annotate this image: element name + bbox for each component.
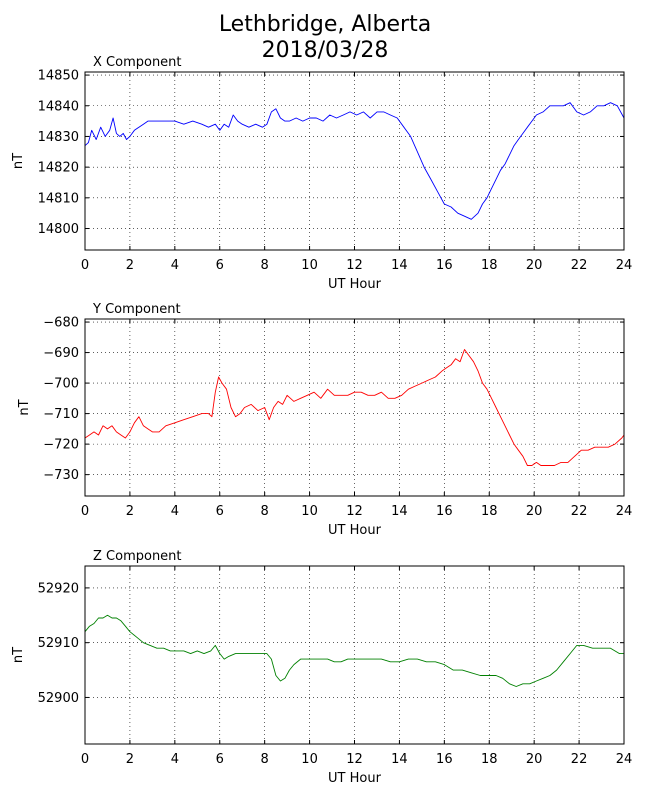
- z-xtick-label: 20: [526, 752, 543, 767]
- z-series-line: [84, 614, 624, 687]
- y-ytick-label: −720: [43, 438, 79, 453]
- z-xtick-label: 14: [391, 752, 408, 767]
- z-ytick-label: 52920: [38, 581, 79, 596]
- y-xtick-label: 24: [616, 504, 633, 519]
- x-component-title: X Component: [93, 55, 182, 70]
- x-ytick-label: 14820: [38, 161, 79, 176]
- x-xtick-label: 14: [391, 258, 408, 273]
- z-xtick-label: 24: [616, 752, 633, 767]
- z-xtick-label: 22: [571, 752, 588, 767]
- y-xtick-label: 2: [126, 504, 134, 519]
- y-ytick-label: −700: [43, 377, 79, 392]
- z-xtick-label: 6: [216, 752, 224, 767]
- x-xtick-label: 16: [436, 258, 453, 273]
- y-ytick-label: −710: [43, 407, 79, 422]
- y-component-title: Y Component: [92, 302, 181, 317]
- x-xtick-label: 4: [171, 258, 179, 273]
- x-xtick-label: 0: [81, 258, 89, 273]
- y-xtick-label: 16: [436, 504, 453, 519]
- x-xaxis-label: UT Hour: [328, 277, 382, 292]
- x-xtick-label: 24: [616, 258, 633, 273]
- z-xaxis-label: UT Hour: [328, 771, 382, 786]
- z-yaxis-label: nT: [11, 647, 26, 663]
- x-yaxis-label: nT: [11, 153, 26, 169]
- x-ytick-label: 14800: [38, 222, 79, 237]
- y-xaxis-label: UT Hour: [328, 523, 382, 538]
- x-xtick-label: 18: [481, 258, 498, 273]
- y-ytick-label: −730: [43, 468, 79, 483]
- x-series-line: [84, 102, 625, 220]
- x-ytick-label: 14830: [38, 130, 79, 145]
- x-xtick-label: 10: [301, 258, 318, 273]
- z-xtick-label: 16: [436, 752, 453, 767]
- y-ytick-label: −690: [43, 346, 79, 361]
- z-component-title: Z Component: [93, 549, 182, 564]
- y-xtick-label: 18: [481, 504, 498, 519]
- x-xtick-label: 8: [261, 258, 269, 273]
- x-xtick-label: 12: [346, 258, 363, 273]
- figure-title-location: Lethbridge, Alberta: [218, 12, 432, 37]
- y-xtick-label: 4: [171, 504, 179, 519]
- z-xtick-label: 2: [126, 752, 134, 767]
- x-ytick-label: 14810: [38, 191, 79, 206]
- z-ytick-label: 52910: [38, 636, 79, 651]
- y-xtick-label: 14: [391, 504, 408, 519]
- figure-title-date: 2018/03/28: [261, 38, 389, 63]
- z-xtick-label: 4: [171, 752, 179, 767]
- y-xtick-label: 8: [261, 504, 269, 519]
- y-xtick-label: 0: [81, 504, 89, 519]
- x-xtick-label: 22: [571, 258, 588, 273]
- x-xtick-label: 2: [126, 258, 134, 273]
- x-ytick-label: 14840: [38, 99, 79, 114]
- y-xtick-label: 20: [526, 504, 543, 519]
- y-xtick-label: 6: [216, 504, 224, 519]
- z-ytick-label: 52900: [38, 691, 79, 706]
- y-yaxis-label: nT: [17, 399, 32, 415]
- y-xtick-label: 10: [301, 504, 318, 519]
- y-series-line: [84, 349, 625, 466]
- x-xtick-label: 20: [526, 258, 543, 273]
- z-xtick-label: 18: [481, 752, 498, 767]
- z-xtick-label: 8: [261, 752, 269, 767]
- z-xtick-label: 12: [346, 752, 363, 767]
- x-xtick-label: 6: [216, 258, 224, 273]
- y-ytick-label: −680: [43, 316, 79, 331]
- x-ytick-label: 14850: [38, 69, 79, 84]
- y-xtick-label: 22: [571, 504, 588, 519]
- z-xtick-label: 0: [81, 752, 89, 767]
- z-xtick-label: 10: [301, 752, 318, 767]
- y-xtick-label: 12: [346, 504, 363, 519]
